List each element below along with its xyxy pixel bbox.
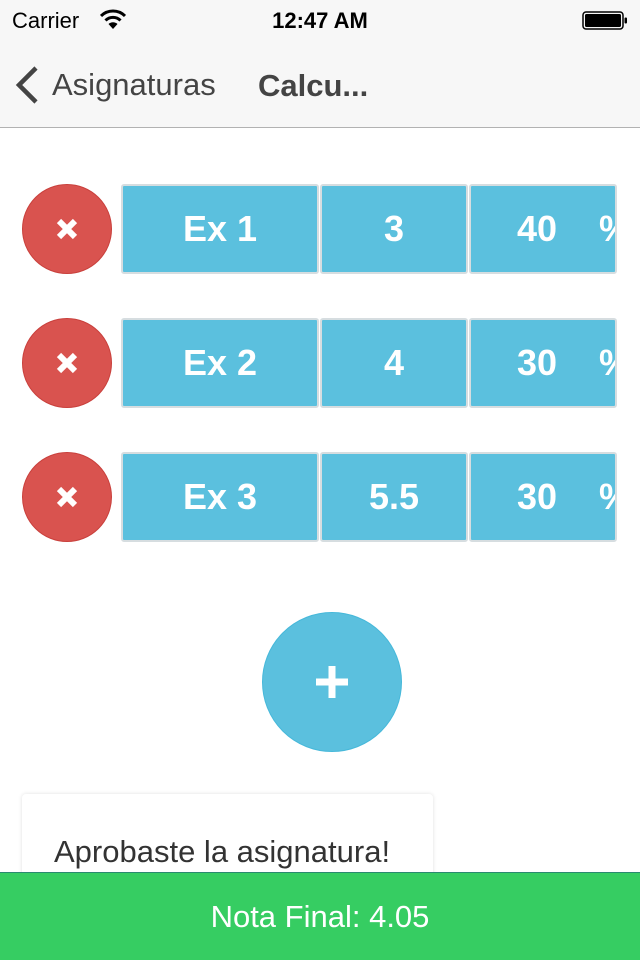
close-icon [56, 218, 78, 240]
exam-weight-field[interactable]: 30% [469, 318, 617, 408]
exam-name-field[interactable]: Ex 2 [121, 318, 319, 408]
percent-label: % [599, 208, 615, 250]
status-bar: Carrier 12:47 AM [0, 0, 640, 40]
weight-value: 40 [517, 208, 558, 249]
delete-exam-button[interactable] [22, 184, 112, 274]
add-exam-button[interactable] [262, 612, 402, 752]
battery-full-icon [582, 11, 627, 30]
clock: 12:47 AM [272, 8, 368, 33]
exam-grade-field[interactable]: 4 [320, 318, 468, 408]
close-icon [56, 486, 78, 508]
back-button[interactable]: Asignaturas [14, 64, 216, 106]
delete-exam-button[interactable] [22, 452, 112, 542]
exam-grade-field[interactable]: 3 [320, 184, 468, 274]
carrier-label: Carrier [12, 8, 80, 33]
chevron-left-icon [15, 66, 38, 104]
back-label: Asignaturas [52, 67, 216, 102]
exam-weight-field[interactable]: 40% [469, 184, 617, 274]
exam-row: Ex 1 3 40% [0, 184, 640, 274]
exam-row: Ex 3 5.5 30% [0, 452, 640, 542]
navigation-bar: Asignaturas Calcu... [0, 40, 640, 128]
exam-row: Ex 2 4 30% [0, 318, 640, 408]
result-message: Aprobaste la asignatura! [54, 834, 391, 869]
wifi-icon [100, 9, 126, 29]
percent-label: % [599, 342, 615, 384]
close-icon [56, 352, 78, 374]
weight-value: 30 [517, 476, 558, 517]
final-grade-label: Nota Final: 4.05 [210, 898, 430, 934]
percent-label: % [599, 476, 615, 518]
final-grade-bar: Nota Final: 4.05 [0, 872, 640, 960]
page-title: Calcu... [258, 68, 369, 103]
weight-value: 30 [517, 342, 558, 383]
exam-name-field[interactable]: Ex 1 [121, 184, 319, 274]
exam-weight-field[interactable]: 30% [469, 452, 617, 542]
exam-grade-field[interactable]: 5.5 [320, 452, 468, 542]
plus-icon [316, 666, 348, 698]
delete-exam-button[interactable] [22, 318, 112, 408]
exam-name-field[interactable]: Ex 3 [121, 452, 319, 542]
